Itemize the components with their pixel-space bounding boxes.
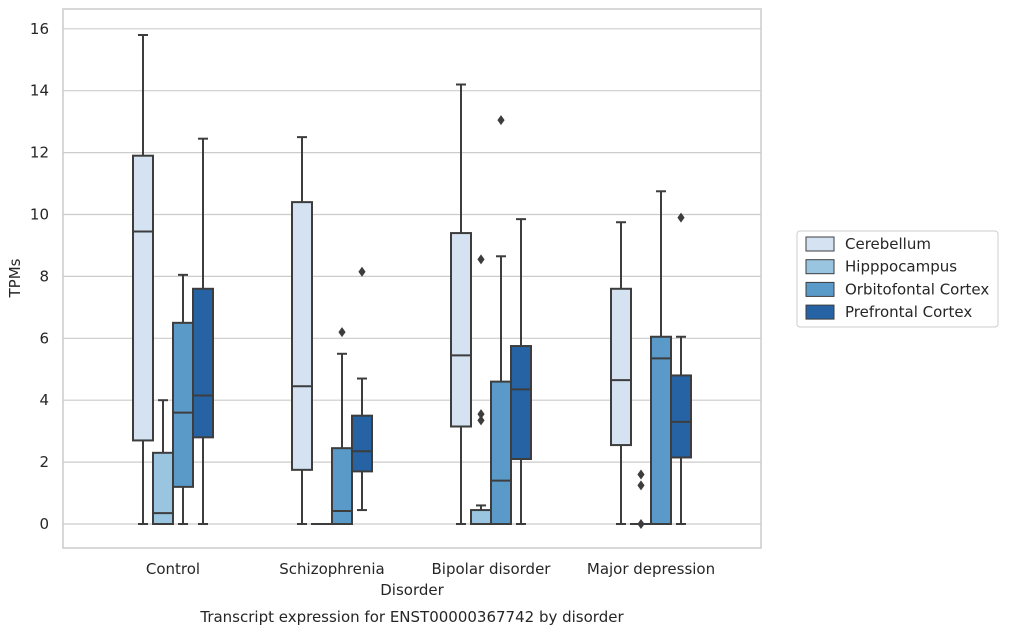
x-tick-label: Major depression xyxy=(587,560,715,578)
boxes-layer xyxy=(133,35,691,529)
x-tick-label: Schizophrenia xyxy=(279,560,384,578)
box-body xyxy=(671,375,691,457)
legend-swatch xyxy=(806,282,834,296)
y-tick-label: 4 xyxy=(39,391,49,409)
y-tick-label: 0 xyxy=(39,515,49,533)
y-tick-label: 8 xyxy=(39,267,49,285)
x-tick-label: Control xyxy=(146,560,200,578)
box-body xyxy=(451,233,471,426)
box-prefrontal-cortex xyxy=(352,267,372,510)
legend: Cerebellum Hipppocampus Orbitofontal Corte… xyxy=(797,231,998,327)
x-axis-label: Disorder xyxy=(380,581,444,599)
outlier-point xyxy=(477,254,484,264)
outlier-point xyxy=(358,267,365,277)
box-prefrontal-cortex xyxy=(193,139,213,524)
y-tick-label: 10 xyxy=(30,206,49,224)
box-prefrontal-cortex xyxy=(671,213,691,524)
box-cerebellum xyxy=(611,222,631,524)
x-tick-label: Bipolar disorder xyxy=(432,560,552,578)
legend-swatch xyxy=(806,260,834,274)
x-tick-labels: Control Schizophrenia Bipolar disorder Majo… xyxy=(146,560,715,578)
chart-caption: Transcript expression for ENST0000036774… xyxy=(199,608,624,626)
outlier-point xyxy=(477,409,484,419)
outlier-point xyxy=(497,115,504,125)
box-body xyxy=(471,510,491,524)
box-body xyxy=(611,289,631,445)
box-orbitofontal-cortex xyxy=(332,327,352,524)
legend-swatch xyxy=(806,305,834,319)
y-tick-label: 14 xyxy=(30,82,49,100)
box-hipppocampus xyxy=(471,254,491,524)
box-orbitofontal-cortex xyxy=(491,115,511,524)
legend-label: Orbitofontal Cortex xyxy=(845,280,989,298)
legend-label: Prefrontal Cortex xyxy=(845,303,972,321)
y-axis-label: TPMs xyxy=(6,258,24,298)
y-tick-label: 16 xyxy=(30,20,49,38)
box-hipppocampus xyxy=(153,400,173,524)
y-tick-label: 6 xyxy=(39,329,49,347)
box-body xyxy=(651,337,671,524)
y-tick-labels: 0 2 4 6 8 10 12 14 16 xyxy=(30,20,49,533)
outlier-point xyxy=(637,480,644,490)
box-body xyxy=(193,289,213,438)
box-cerebellum xyxy=(451,85,471,524)
box-cerebellum xyxy=(292,137,312,524)
box-body xyxy=(133,156,153,441)
box-orbitofontal-cortex xyxy=(173,275,193,524)
box-prefrontal-cortex xyxy=(511,219,531,524)
box-orbitofontal-cortex xyxy=(651,191,671,524)
box-body xyxy=(173,323,193,487)
box-cerebellum xyxy=(133,35,153,524)
box-body xyxy=(511,346,531,459)
box-body xyxy=(491,382,511,524)
y-tick-label: 12 xyxy=(30,144,49,162)
outlier-point xyxy=(338,327,345,337)
legend-swatch xyxy=(806,237,834,251)
box-body xyxy=(352,416,372,472)
box-hipppocampus xyxy=(631,469,651,529)
outlier-point xyxy=(637,469,644,479)
box-body xyxy=(332,448,352,524)
legend-label: Cerebellum xyxy=(845,235,931,253)
y-tick-label: 2 xyxy=(39,453,49,471)
outlier-point xyxy=(637,519,644,529)
box-body xyxy=(292,202,312,470)
legend-label: Hipppocampus xyxy=(845,258,957,276)
